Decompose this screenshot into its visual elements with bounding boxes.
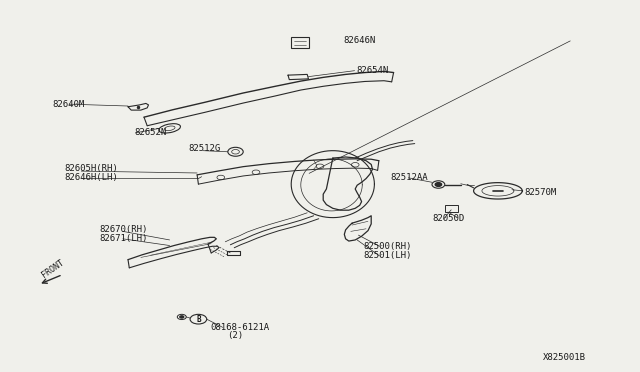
Text: 82605H(RH): 82605H(RH) [64, 164, 118, 173]
Text: 82646H(LH): 82646H(LH) [64, 173, 118, 182]
Text: 82640M: 82640M [52, 100, 84, 109]
Text: X825001B: X825001B [543, 353, 586, 362]
Circle shape [180, 316, 184, 318]
Text: 82512AA: 82512AA [390, 173, 428, 182]
Text: 82500(RH): 82500(RH) [364, 242, 412, 251]
Text: 08168-6121A: 08168-6121A [210, 323, 269, 332]
Circle shape [435, 183, 442, 186]
Text: 82050D: 82050D [432, 214, 464, 223]
Text: 82646N: 82646N [344, 36, 376, 45]
Text: 82512G: 82512G [189, 144, 221, 153]
Text: (2): (2) [227, 331, 243, 340]
Text: 82501(LH): 82501(LH) [364, 251, 412, 260]
Bar [291, 37, 309, 48]
Text: 82671(LH): 82671(LH) [99, 234, 148, 243]
Bar [445, 205, 458, 212]
Text: B: B [196, 315, 201, 324]
Text: 82670(RH): 82670(RH) [99, 225, 148, 234]
Text: FRONT: FRONT [40, 258, 65, 280]
Text: 82654N: 82654N [356, 66, 388, 75]
Text: 82570M: 82570M [525, 188, 557, 197]
Text: 82652N: 82652N [134, 128, 166, 137]
